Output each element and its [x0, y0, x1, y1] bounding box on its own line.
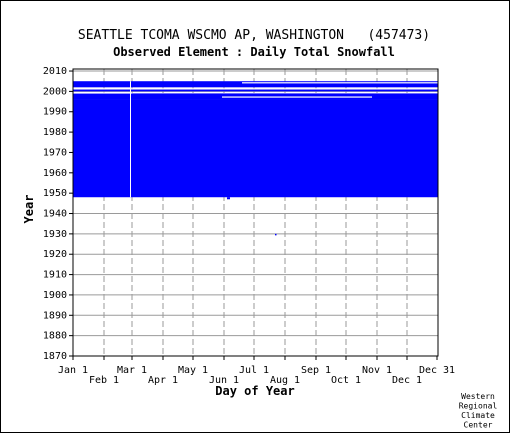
y-tick-label: 2010	[43, 66, 67, 77]
y-tick-label: 1930	[43, 229, 67, 240]
y-tick-label: 1950	[43, 188, 67, 199]
data-block	[73, 89, 438, 92]
data-block	[73, 99, 438, 198]
y-tick-label: 1900	[43, 290, 67, 301]
plot-border	[72, 68, 439, 357]
x-tick-label: Dec 31	[419, 365, 455, 376]
missing-row	[73, 92, 132, 94]
data-block	[73, 81, 438, 88]
y-tick-label: 1990	[43, 107, 67, 118]
x-tick-label: Oct 1	[331, 375, 361, 386]
y-tick-label: 1970	[43, 147, 67, 158]
credit-line: Western	[461, 392, 495, 401]
chart-subtitle: Observed Element : Daily Total Snowfall	[113, 45, 395, 59]
x-tick-label: Jan 1	[58, 365, 88, 376]
missing-row	[242, 82, 438, 84]
x-tick-label: Feb 1	[89, 375, 119, 386]
x-axis-label: Day of Year	[215, 384, 294, 398]
missing-row	[222, 96, 372, 98]
y-tick-label: 1920	[43, 249, 67, 260]
credit-line: Regional	[459, 402, 498, 411]
data-point	[275, 233, 277, 236]
x-tick-label: May 1	[178, 365, 208, 376]
y-tick-label: 1890	[43, 310, 67, 321]
y-tick-label: 1880	[43, 331, 67, 342]
chart-title: SEATTLE TCOMA WSCMO AP, WASHINGTON (4574…	[78, 28, 430, 43]
x-tick-label: Mar 1	[117, 365, 147, 376]
plot-area	[72, 68, 439, 357]
y-tick-label: 1980	[43, 127, 67, 138]
y-tick-label: 1870	[43, 351, 67, 362]
y-axis: 1870 1880 1890 1900 1910 1920 1930 1940 1950 1960…	[43, 66, 73, 362]
x-tick-label: Sep 1	[301, 365, 331, 376]
y-tick-label: 1960	[43, 168, 67, 179]
missing-column	[130, 81, 131, 198]
data-block	[227, 197, 230, 200]
x-tick-label: Jul 1	[239, 365, 269, 376]
x-axis: Jan 1 Mar 1 May 1 Jul 1 Sep 1 Nov 1 Dec 31 Feb …	[58, 356, 455, 386]
x-tick-label: Jun 1	[209, 375, 239, 386]
x-tick-label: Dec 1	[392, 375, 422, 386]
x-tick-label: Nov 1	[362, 365, 392, 376]
credit-line: Center	[464, 421, 493, 430]
y-axis-label: Year	[22, 195, 36, 224]
x-tick-label: Aug 1	[270, 375, 300, 386]
x-tick-label: Apr 1	[148, 375, 178, 386]
credit-line: Climate	[461, 411, 495, 420]
y-tick-label: 2000	[43, 86, 67, 97]
missing-row	[73, 88, 438, 90]
y-tick-label: 1910	[43, 270, 67, 281]
y-tick-label: 1940	[43, 209, 67, 220]
